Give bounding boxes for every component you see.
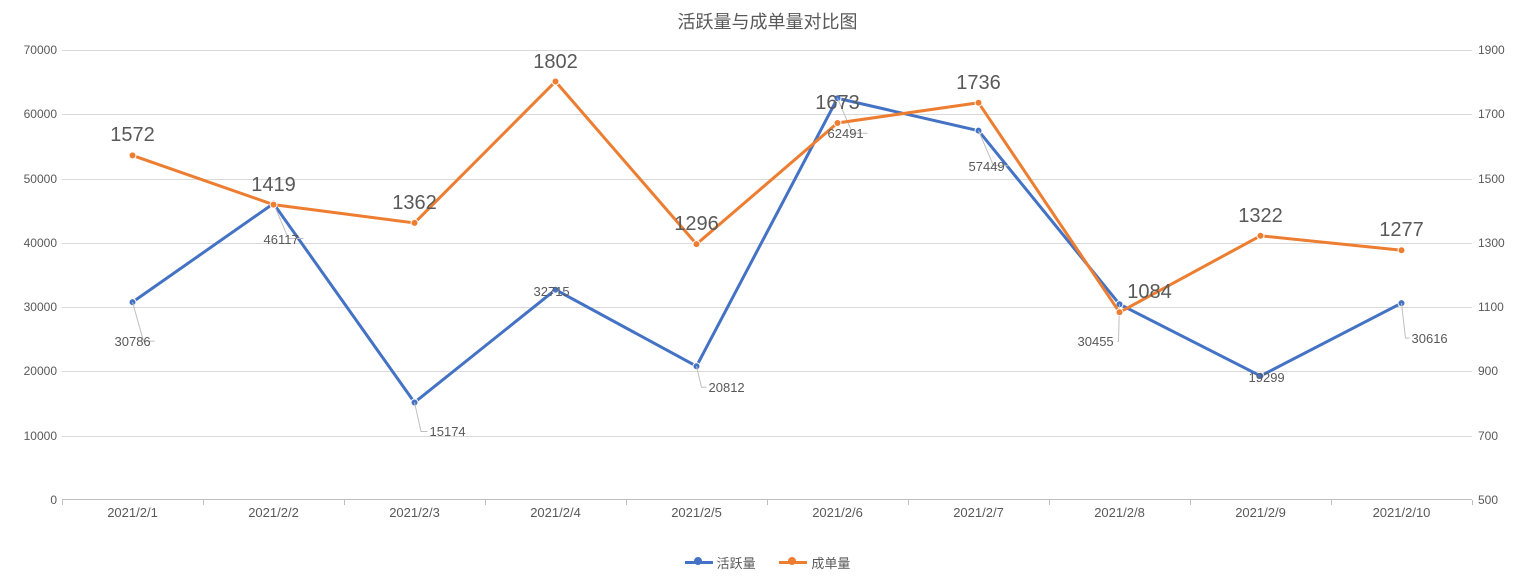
series-marker <box>693 241 700 248</box>
legend-swatch-0 <box>685 561 713 564</box>
data-label-活跃量: 15174 <box>430 424 466 439</box>
legend-item-0: 活跃量 <box>685 553 756 572</box>
y-left-tick-label: 60000 <box>7 107 57 121</box>
data-label-成单量: 1277 <box>1379 219 1424 242</box>
data-label-成单量: 1419 <box>251 174 296 197</box>
legend-marker-1 <box>788 557 796 565</box>
x-tick <box>767 500 768 505</box>
x-tick-label: 2021/2/3 <box>389 505 440 520</box>
data-label-成单量: 1802 <box>533 51 578 74</box>
x-tick-label: 2021/2/1 <box>107 505 158 520</box>
y-left-tick-label: 40000 <box>7 236 57 250</box>
legend-swatch-1 <box>779 561 807 564</box>
chart-container: 活跃量与成单量对比图 活跃量 成单量 0 10000 20000 30000 40000… <box>0 0 1535 578</box>
x-tick <box>344 500 345 505</box>
y-left-tick-label: 50000 <box>7 172 57 186</box>
series-marker <box>1116 309 1123 316</box>
y-right-tick-label: 1900 <box>1478 43 1528 57</box>
data-label-成单量: 1296 <box>674 213 719 236</box>
x-tick <box>908 500 909 505</box>
series-line-活跃量 <box>133 98 1402 402</box>
data-label-活跃量: 30616 <box>1412 331 1448 346</box>
y-right-tick-label: 500 <box>1478 493 1528 507</box>
series-marker <box>552 78 559 85</box>
leader-line <box>415 402 428 431</box>
x-tick <box>485 500 486 505</box>
x-tick-label: 2021/2/7 <box>953 505 1004 520</box>
series-marker <box>1398 247 1405 254</box>
x-tick <box>1331 500 1332 505</box>
series-marker <box>975 99 982 106</box>
y-left-tick-label: 10000 <box>7 429 57 443</box>
legend: 活跃量 成单量 <box>0 552 1535 572</box>
data-label-成单量: 1362 <box>392 192 437 215</box>
data-label-成单量: 1322 <box>1238 205 1283 228</box>
data-label-活跃量: 19299 <box>1249 370 1285 385</box>
data-label-成单量: 1736 <box>956 72 1001 95</box>
legend-label-1: 成单量 <box>811 553 850 572</box>
y-left-tick-label: 30000 <box>7 300 57 314</box>
y-left-tick-label: 20000 <box>7 364 57 378</box>
x-tick <box>1190 500 1191 505</box>
x-tick-label: 2021/2/10 <box>1373 505 1431 520</box>
y-right-tick-label: 1700 <box>1478 107 1528 121</box>
legend-label-0: 活跃量 <box>717 553 756 572</box>
x-tick <box>1049 500 1050 505</box>
x-tick-label: 2021/2/2 <box>248 505 299 520</box>
data-label-成单量: 1572 <box>110 124 155 147</box>
data-label-活跃量: 57449 <box>969 159 1005 174</box>
y-right-tick-label: 1500 <box>1478 172 1528 186</box>
data-label-活跃量: 32715 <box>534 284 570 299</box>
leader-line <box>1402 303 1410 338</box>
y-right-tick-label: 700 <box>1478 429 1528 443</box>
data-label-活跃量: 46117 <box>264 232 299 247</box>
y-left-tick-label: 70000 <box>7 43 57 57</box>
y-right-tick-label: 1300 <box>1478 236 1528 250</box>
series-marker <box>270 201 277 208</box>
x-tick <box>62 500 63 505</box>
x-tick-label: 2021/2/4 <box>530 505 581 520</box>
data-label-活跃量: 30786 <box>115 334 151 349</box>
data-label-活跃量: 62491 <box>828 126 864 141</box>
x-tick-label: 2021/2/9 <box>1235 505 1286 520</box>
legend-marker-0 <box>694 557 702 565</box>
chart-svg <box>62 50 1472 500</box>
data-label-成单量: 1084 <box>1127 281 1172 304</box>
series-marker <box>411 219 418 226</box>
y-right-tick-label: 1100 <box>1478 300 1528 314</box>
x-tick <box>626 500 627 505</box>
x-tick-label: 2021/2/5 <box>671 505 722 520</box>
series-marker <box>129 152 136 159</box>
x-tick-label: 2021/2/6 <box>812 505 863 520</box>
legend-item-1: 成单量 <box>779 553 850 572</box>
chart-title: 活跃量与成单量对比图 <box>0 8 1535 34</box>
series-marker <box>1257 232 1264 239</box>
x-tick-label: 2021/2/8 <box>1094 505 1145 520</box>
x-tick <box>1472 500 1473 505</box>
data-label-活跃量: 30455 <box>1078 334 1114 349</box>
y-left-tick-label: 0 <box>7 493 57 507</box>
data-label-活跃量: 20812 <box>709 380 745 395</box>
series-line-成单量 <box>133 82 1402 313</box>
x-tick <box>203 500 204 505</box>
data-label-成单量: 1673 <box>815 92 860 115</box>
y-right-tick-label: 900 <box>1478 364 1528 378</box>
